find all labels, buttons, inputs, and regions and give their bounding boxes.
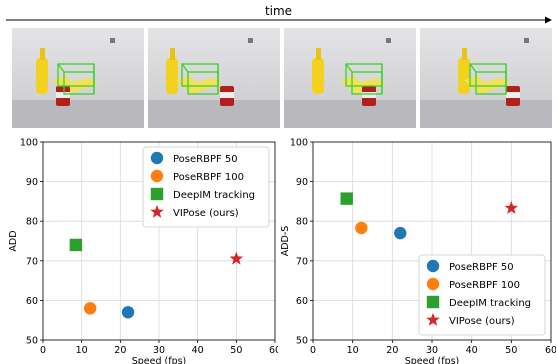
data-point xyxy=(504,201,519,214)
data-point xyxy=(69,238,83,252)
video-frame xyxy=(420,28,552,128)
y-tick-label: 90 xyxy=(26,177,38,188)
legend-label: PoseRBPF 100 xyxy=(449,280,520,291)
x-tick-label: 0 xyxy=(310,345,316,356)
legend-label: PoseRBPF 50 xyxy=(173,154,238,165)
legend-marker xyxy=(150,169,164,183)
x-tick-label: 60 xyxy=(269,345,278,356)
video-frame xyxy=(284,28,416,128)
y-axis-label: ADD xyxy=(8,230,19,251)
x-tick-label: 10 xyxy=(76,345,88,356)
y-axis-label: ADD-S xyxy=(280,226,291,257)
y-tick-label: 70 xyxy=(296,256,308,267)
legend-marker xyxy=(426,312,440,326)
legend-marker xyxy=(150,151,164,165)
y-tick-label: 70 xyxy=(26,256,38,267)
adds-chart: 0 10 20 30 40 50 60 50 60 70 80 90 100 Speed (fps) ADD… xyxy=(280,138,556,364)
legend-label: DeepIM tracking xyxy=(449,298,531,309)
y-tick-label: 80 xyxy=(296,217,308,228)
legend-marker xyxy=(426,277,440,291)
x-tick-label: 50 xyxy=(230,345,242,356)
y-tick-label: 100 xyxy=(290,138,308,149)
timeline-header: time xyxy=(0,0,557,28)
y-tick-label: 90 xyxy=(296,177,308,188)
x-tick-label: 30 xyxy=(426,345,438,356)
x-tick-label: 60 xyxy=(545,345,556,356)
video-frame xyxy=(12,28,144,128)
data-point xyxy=(229,251,244,265)
legend-label: VIPose (ours) xyxy=(173,208,239,219)
y-tick-label: 50 xyxy=(26,336,38,347)
x-tick-label: 50 xyxy=(505,345,517,356)
legend-label: PoseRBPF 50 xyxy=(449,262,514,273)
x-axis-label: Speed (fps) xyxy=(132,356,187,364)
time-arrow xyxy=(6,16,552,24)
legend: PoseRBPF 50 PoseRBPF 100 DeepIM tracking VI… xyxy=(418,254,546,336)
add-chart: 0 10 20 30 40 50 60 50 60 70 80 90 100 Speed (fps) ADD… xyxy=(8,138,278,364)
x-tick-label: 0 xyxy=(40,345,46,356)
data-point xyxy=(340,192,353,205)
data-point xyxy=(83,302,97,315)
y-tick-label: 50 xyxy=(296,336,308,347)
legend-label: DeepIM tracking xyxy=(173,190,255,201)
y-tick-label: 60 xyxy=(26,296,38,307)
x-tick-label: 30 xyxy=(153,345,165,356)
x-axis-label: Speed (fps) xyxy=(405,356,460,364)
x-tick-label: 40 xyxy=(466,345,478,356)
data-point xyxy=(355,221,368,235)
legend-label: VIPose (ours) xyxy=(449,316,515,327)
x-tick-label: 40 xyxy=(192,345,204,356)
legend-marker xyxy=(426,295,440,309)
x-tick-label: 20 xyxy=(386,345,398,356)
y-tick-label: 60 xyxy=(296,296,308,307)
legend: PoseRBPF 50 PoseRBPF 100 DeepIM tracking VI… xyxy=(142,146,270,228)
legend-marker xyxy=(150,204,164,218)
y-tick-label: 80 xyxy=(26,217,38,228)
video-frame xyxy=(148,28,280,128)
legend-label: PoseRBPF 100 xyxy=(173,172,244,183)
y-tick-label: 100 xyxy=(20,138,38,149)
data-point xyxy=(121,306,135,319)
time-label: time xyxy=(264,4,293,18)
legend-marker xyxy=(150,187,164,201)
x-tick-label: 20 xyxy=(114,345,126,356)
x-tick-label: 10 xyxy=(347,345,359,356)
data-point xyxy=(394,226,407,240)
legend-marker xyxy=(426,259,440,273)
